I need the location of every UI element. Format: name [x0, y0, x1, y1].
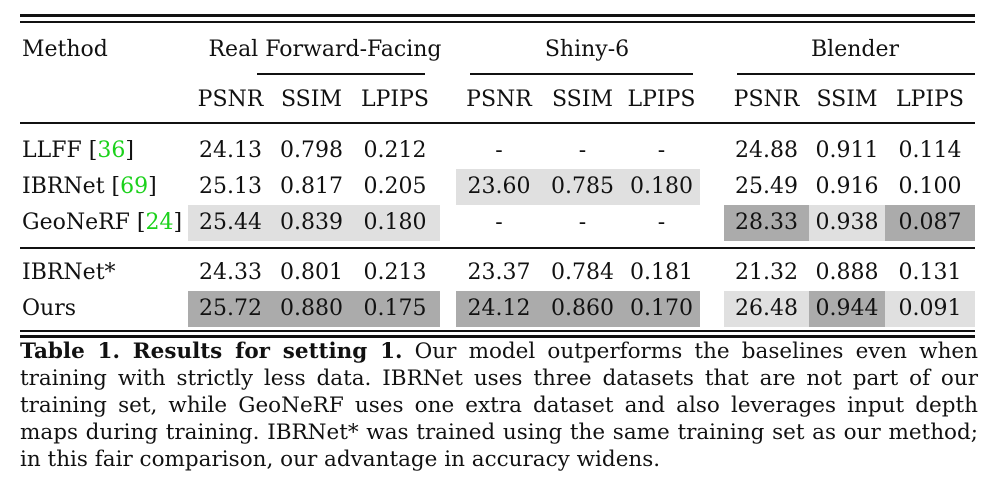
group-rule-rff — [257, 73, 425, 75]
metric-header: SSIM — [816, 87, 878, 112]
bottom-rule — [20, 330, 975, 332]
table-cell: - — [578, 138, 587, 163]
cite-bracket: [ — [81, 138, 98, 163]
citation-link[interactable]: 36 — [97, 138, 126, 163]
table-cell: 25.44 — [188, 205, 273, 241]
table-cell: - — [657, 138, 666, 163]
group-header-shiny: Shiny-6 — [544, 37, 630, 62]
table-cell: 0.091 — [885, 291, 975, 327]
bottom-rule-2 — [20, 335, 975, 338]
method-name: Ours — [22, 291, 76, 327]
table-cell: 0.784 — [551, 260, 614, 285]
table-cell: - — [495, 210, 503, 235]
metric-header: LPIPS — [896, 87, 964, 112]
table-cell: 0.798 — [280, 138, 343, 163]
table-cell: 0.100 — [898, 174, 962, 199]
table-cell: 0.180 — [350, 205, 440, 241]
group-rule-blender — [737, 73, 975, 75]
table-cell: 0.170 — [623, 291, 700, 327]
metric-header: LPIPS — [627, 87, 696, 112]
metric-header: PSNR — [733, 87, 800, 112]
table-cell: 0.839 — [273, 205, 350, 241]
metric-header: LPIPS — [361, 87, 429, 112]
table-cell: 0.944 — [809, 291, 885, 327]
method-label: GeoNeRF — [22, 210, 130, 235]
table-cell: 28.33 — [724, 205, 809, 241]
table-cell: 0.880 — [273, 291, 350, 327]
method-label: IBRNet — [22, 174, 105, 199]
table-cell: 26.48 — [724, 291, 809, 327]
table-cell: - — [657, 210, 666, 235]
metric-header: SSIM — [552, 87, 613, 112]
caption-text: Our model outperforms the baselines even… — [20, 339, 978, 472]
header-rule — [20, 122, 975, 124]
table-cell: 0.087 — [885, 205, 975, 241]
method-label: Ours — [22, 296, 77, 321]
table-cell: 0.180 — [623, 169, 700, 205]
table-cell: 0.801 — [280, 260, 343, 285]
table-cell: - — [495, 138, 503, 163]
method-name: IBRNet [69] — [22, 169, 157, 205]
method-label: IBRNet* — [22, 260, 116, 285]
table-cell: 0.175 — [350, 291, 440, 327]
table-cell: 0.860 — [542, 291, 623, 327]
table-cell: 0.911 — [815, 138, 879, 163]
table-cell: 0.817 — [280, 174, 343, 199]
method-name: IBRNet* — [22, 255, 116, 291]
table-cell: 24.33 — [199, 260, 262, 285]
table-cell: 0.938 — [809, 205, 885, 241]
method-name: GeoNeRF [24] — [22, 205, 182, 241]
method-label: LLFF — [22, 138, 82, 163]
table-cell: 25.49 — [735, 174, 798, 199]
group-header-blender: Blender — [810, 37, 899, 62]
cite-bracket: ] — [125, 138, 134, 163]
table-cell: 0.181 — [630, 260, 693, 285]
table-cell: 0.888 — [815, 260, 879, 285]
table-cell: 21.32 — [735, 260, 798, 285]
table-cell: 24.12 — [456, 291, 542, 327]
table-cell: 0.205 — [363, 174, 427, 199]
group-rule-shiny — [470, 73, 693, 75]
cite-bracket: ] — [148, 174, 157, 199]
citation-link[interactable]: 24 — [145, 210, 174, 235]
table-cell: 0.213 — [363, 260, 427, 285]
metric-header: PSNR — [197, 87, 264, 112]
table-cell: 0.916 — [815, 174, 879, 199]
table-cell: 25.72 — [188, 291, 273, 327]
metric-header: SSIM — [281, 87, 342, 112]
table-cell: 24.88 — [735, 138, 798, 163]
cite-bracket: [ — [104, 174, 121, 199]
table-cell: 23.60 — [456, 169, 542, 205]
table-cell: 0.131 — [898, 260, 962, 285]
table-cell: 25.13 — [199, 174, 262, 199]
table-cell: 0.114 — [898, 138, 962, 163]
table-cell: - — [578, 210, 587, 235]
cite-bracket: [ — [129, 210, 146, 235]
cite-bracket: ] — [173, 210, 183, 235]
table-cell: 0.212 — [363, 138, 427, 163]
citation-link[interactable]: 69 — [120, 174, 149, 199]
metric-header: PSNR — [466, 87, 532, 112]
top-rule-2 — [20, 21, 975, 23]
mid-rule — [20, 247, 975, 249]
table-caption: Table 1. Results for setting 1. Our mode… — [20, 338, 978, 473]
method-header: Method — [22, 37, 108, 62]
table-cell: 23.37 — [467, 260, 531, 285]
group-header-rff: Real Forward-Facing — [208, 37, 442, 62]
caption-label: Table 1. Results for setting 1. — [20, 339, 403, 364]
table-cell: 24.13 — [199, 138, 262, 163]
table-cell: 0.785 — [542, 169, 623, 205]
top-rule — [20, 14, 975, 17]
method-name: LLFF [36] — [22, 133, 134, 169]
